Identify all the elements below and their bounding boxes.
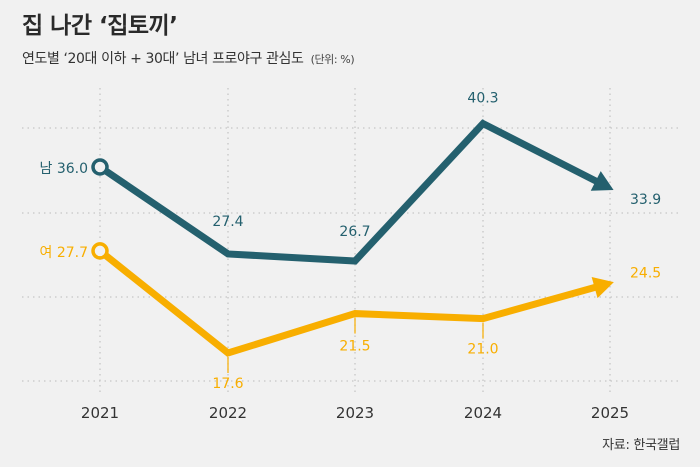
start-point-marker (91, 242, 109, 260)
chart-title: 집 나간 ‘집토끼’ (22, 13, 178, 39)
series-female: 여 27.7 17.6 21.5 21.0 24.5 (39, 242, 661, 392)
data-label: 27.4 (212, 214, 243, 230)
data-label: 40.3 (467, 91, 498, 107)
subtitle-text: 연도별 ‘20대 이하 + 30대’ 남녀 프로야구 관심도 (22, 51, 304, 67)
x-tick-label: 2024 (464, 404, 502, 422)
x-tick-label: 2023 (336, 404, 374, 422)
gridlines (22, 88, 680, 392)
data-label: 33.9 (630, 192, 661, 208)
data-label: 21.0 (467, 342, 498, 358)
data-label: 남 36.0 (39, 161, 88, 177)
chart-subtitle: 연도별 ‘20대 이하 + 30대’ 남녀 프로야구 관심도 (단위: %) (22, 48, 355, 68)
value-label: 27.7 (57, 245, 88, 261)
data-label: 여 27.7 (39, 245, 88, 261)
value-label: 36.0 (57, 161, 88, 177)
start-point-marker (91, 158, 109, 176)
series-male: 남 36.0 27.4 26.7 40.3 33.9 (39, 91, 661, 265)
series-line (98, 119, 603, 265)
x-tick-label: 2021 (81, 404, 119, 422)
series-line (97, 248, 602, 357)
series-arrowhead (591, 276, 614, 299)
data-label: 24.5 (630, 265, 661, 281)
data-label: 26.7 (339, 224, 370, 240)
series-name-label: 여 (39, 245, 56, 261)
data-label: 17.6 (212, 376, 243, 392)
source-label: 자료: 한국갤럽 (602, 438, 680, 453)
data-label: 21.5 (339, 339, 370, 355)
series-name-label: 남 (39, 161, 56, 177)
unit-label: (단위: %) (310, 53, 355, 66)
series-arrowhead (590, 171, 614, 191)
x-tick-label: 2025 (591, 404, 629, 422)
x-tick-label: 2022 (209, 404, 247, 422)
